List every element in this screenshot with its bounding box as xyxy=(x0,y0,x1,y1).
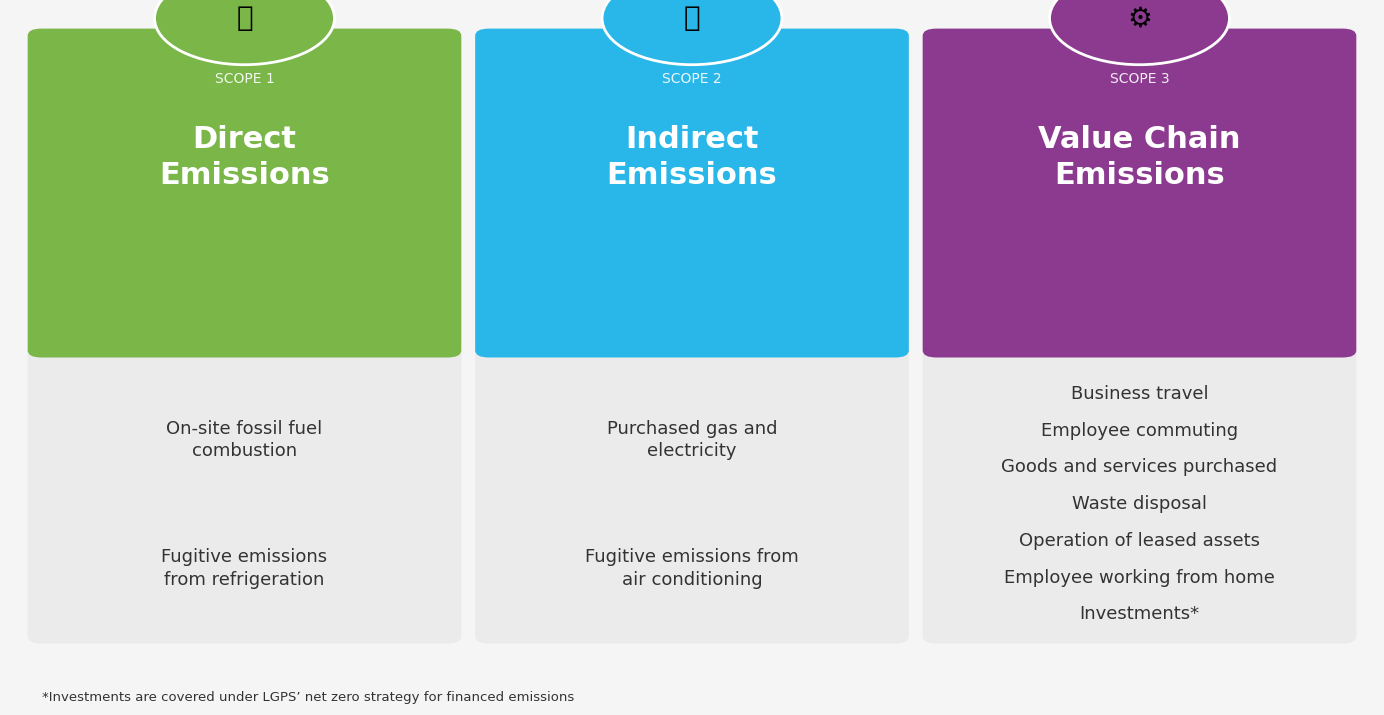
Text: Direct
Emissions: Direct Emissions xyxy=(159,125,329,189)
Text: ⚙: ⚙ xyxy=(1127,4,1151,32)
Text: Employee working from home: Employee working from home xyxy=(1003,568,1275,586)
Circle shape xyxy=(155,0,335,65)
Text: *Investments are covered under LGPS’ net zero strategy for financed emissions: *Investments are covered under LGPS’ net… xyxy=(42,691,574,704)
Circle shape xyxy=(602,0,782,65)
Text: Employee commuting: Employee commuting xyxy=(1041,422,1239,440)
Text: Business travel: Business travel xyxy=(1071,385,1208,403)
Text: SCOPE 3: SCOPE 3 xyxy=(1110,72,1169,86)
Text: Investments*: Investments* xyxy=(1080,606,1200,623)
Text: 💡: 💡 xyxy=(684,4,700,32)
FancyBboxPatch shape xyxy=(28,343,461,644)
Text: SCOPE 1: SCOPE 1 xyxy=(215,72,274,86)
FancyBboxPatch shape xyxy=(28,29,461,358)
FancyBboxPatch shape xyxy=(475,29,909,358)
Text: Waste disposal: Waste disposal xyxy=(1073,495,1207,513)
Text: On-site fossil fuel
combustion: On-site fossil fuel combustion xyxy=(166,420,322,460)
Text: Fugitive emissions from
air conditioning: Fugitive emissions from air conditioning xyxy=(585,548,799,588)
Circle shape xyxy=(1049,0,1229,65)
Text: 🏭: 🏭 xyxy=(237,4,253,32)
Text: SCOPE 2: SCOPE 2 xyxy=(662,72,722,86)
Text: Value Chain
Emissions: Value Chain Emissions xyxy=(1038,125,1240,189)
FancyBboxPatch shape xyxy=(923,29,1356,358)
Text: Indirect
Emissions: Indirect Emissions xyxy=(606,125,778,189)
FancyBboxPatch shape xyxy=(923,343,1356,644)
Text: Fugitive emissions
from refrigeration: Fugitive emissions from refrigeration xyxy=(162,548,328,588)
Text: Goods and services purchased: Goods and services purchased xyxy=(1002,458,1277,476)
FancyBboxPatch shape xyxy=(475,343,909,644)
Text: Operation of leased assets: Operation of leased assets xyxy=(1019,532,1259,550)
Text: Purchased gas and
electricity: Purchased gas and electricity xyxy=(606,420,778,460)
